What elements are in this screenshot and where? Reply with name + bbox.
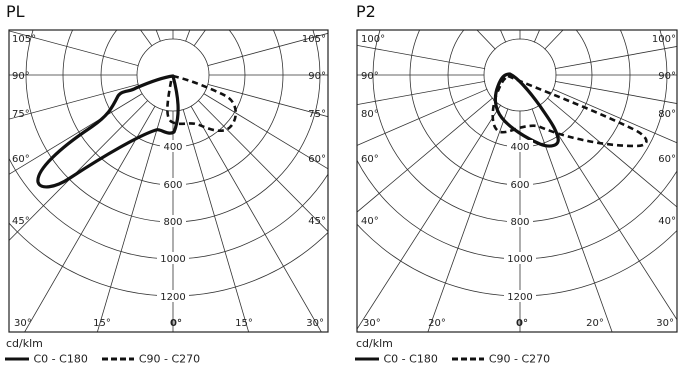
radial-label: 800: [163, 217, 182, 228]
angle-labels: 105° 90° 75° 60° 45° 30° 105° 90° 75° 60…: [12, 34, 326, 329]
angle-label: 0°: [170, 318, 182, 329]
polar-diagram-pl: 400 600 800 1000 1200 105° 90° 75° 60° 4…: [8, 29, 329, 333]
angle-label: 60°: [308, 154, 326, 165]
panel-title: PL: [6, 2, 25, 21]
curve-c90-c270: [491, 74, 648, 148]
legend: C0 - C180 C90 - C270: [354, 352, 550, 366]
polar-diagram-p2: 400 600 800 1000 1200 100° 90° 80° 60° 4…: [356, 29, 678, 333]
polar-grid: [9, 30, 328, 332]
angle-label: 30°: [306, 318, 324, 329]
panel-title: P2: [356, 2, 376, 21]
angle-label: 30°: [14, 318, 32, 329]
radial-label: 800: [510, 217, 529, 228]
radial-label: 400: [510, 142, 529, 153]
angle-label: 80°: [361, 109, 379, 120]
angle-label: 90°: [12, 71, 30, 82]
legend-c0-label: C0 - C180: [383, 352, 438, 366]
curve-c0-c180: [493, 72, 560, 148]
dashed-line-icon: [102, 357, 135, 361]
polar-grid: [357, 30, 677, 332]
angle-label: 105°: [302, 34, 326, 45]
angle-label: 40°: [361, 216, 379, 227]
angle-label: 40°: [658, 216, 676, 227]
solid-line-icon: [5, 357, 29, 361]
legend-c0-label: C0 - C180: [33, 352, 88, 366]
angle-label: 105°: [12, 34, 36, 45]
radial-label: 600: [510, 180, 529, 191]
angle-label: 45°: [308, 216, 326, 227]
polar-diagram-panel-pl: PL: [0, 0, 330, 370]
angle-label: 90°: [361, 71, 379, 82]
angle-label: 30°: [363, 318, 381, 329]
angle-label: 90°: [308, 71, 326, 82]
intensity-curves: [491, 72, 648, 148]
angle-label: 75°: [12, 109, 30, 120]
polar-diagram-panel-p2: P2: [350, 0, 680, 370]
dashed-line-icon: [452, 357, 485, 361]
angle-label: 0°: [516, 318, 528, 329]
radial-labels: 400 600 800 1000 1200: [157, 140, 189, 303]
unit-label: cd/klm: [356, 337, 393, 350]
radial-label: 1200: [507, 292, 532, 303]
intensity-curves: [36, 74, 238, 189]
angle-label: 100°: [652, 34, 676, 45]
diagram-frame: [8, 29, 329, 333]
angle-labels: 100° 90° 80° 60° 40° 30° 100° 90° 80° 60…: [361, 34, 676, 329]
angle-label: 90°: [658, 71, 676, 82]
unit-label: cd/klm: [6, 337, 43, 350]
diagram-frame: [356, 29, 678, 333]
curve-c90-c270: [166, 74, 238, 132]
radial-labels: 400 600 800 1000 1200: [504, 140, 536, 303]
angle-label: 75°: [308, 109, 326, 120]
angle-label: 60°: [12, 154, 30, 165]
angle-label: 100°: [361, 34, 385, 45]
angle-label: 60°: [361, 154, 379, 165]
angle-label: 15°: [235, 318, 253, 329]
solid-line-icon: [355, 357, 379, 361]
radial-label: 400: [163, 142, 182, 153]
angle-label: 60°: [658, 154, 676, 165]
legend: C0 - C180 C90 - C270: [4, 352, 200, 366]
legend-c90-label: C90 - C270: [488, 352, 551, 366]
curve-c0-c180: [36, 74, 180, 189]
angle-label: 15°: [93, 318, 111, 329]
legend-c90-label: C90 - C270: [138, 352, 201, 366]
radial-label: 1000: [507, 254, 532, 265]
radial-label: 1200: [160, 292, 185, 303]
radial-label: 600: [163, 180, 182, 191]
angle-label: 20°: [428, 318, 446, 329]
angle-label: 45°: [12, 216, 30, 227]
angle-label: 30°: [656, 318, 674, 329]
angle-label: 80°: [658, 109, 676, 120]
radial-label: 1000: [160, 254, 185, 265]
angle-label: 20°: [586, 318, 604, 329]
